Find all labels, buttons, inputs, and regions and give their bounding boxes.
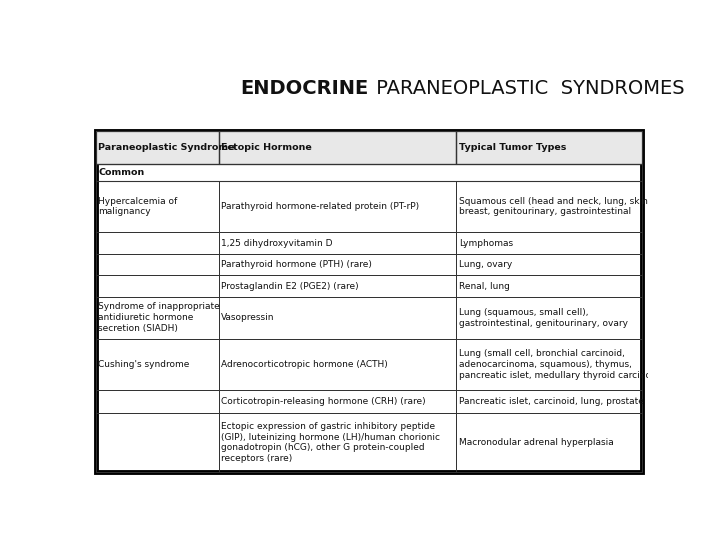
Text: Lung (small cell, bronchial carcinoid,
adenocarcinoma, squamous), thymus,
pancre: Lung (small cell, bronchial carcinoid, a… [459,349,665,380]
Text: Renal, lung: Renal, lung [459,281,510,291]
Bar [96,275,219,297]
Bar [219,413,456,472]
Bar [96,131,642,164]
Bar [456,254,642,275]
Bar [219,254,456,275]
Text: Hypercalcemia of
malignancy: Hypercalcemia of malignancy [99,197,178,217]
Text: Prostaglandin E2 (PGE2) (rare): Prostaglandin E2 (PGE2) (rare) [222,281,359,291]
Bar [219,232,456,254]
Text: PARANEOPLASTIC  SYNDROMES: PARANEOPLASTIC SYNDROMES [370,79,685,98]
Text: Parathyroid hormone-related protein (PT-rP): Parathyroid hormone-related protein (PT-… [222,202,420,211]
Bar [219,181,456,232]
Bar [96,297,219,339]
Text: Pancreatic islet, carcinoid, lung, prostate: Pancreatic islet, carcinoid, lung, prost… [459,397,644,406]
Text: Vasopressin: Vasopressin [222,313,275,322]
Text: Macronodular adrenal hyperplasia: Macronodular adrenal hyperplasia [459,438,614,447]
Bar [96,254,219,275]
Bar [219,297,456,339]
Bar [456,339,642,390]
Text: Squamous cell (head and neck, lung, skin),
breast, genitourinary, gastrointestin: Squamous cell (head and neck, lung, skin… [459,197,654,217]
Bar [96,131,642,472]
Bar [456,413,642,472]
Bar [96,339,219,390]
Bar [96,181,219,232]
Bar [96,413,219,472]
Bar [219,390,456,413]
Bar [219,131,456,164]
Text: ENDOCRINE: ENDOCRINE [240,79,369,98]
Bar [456,297,642,339]
Text: 1,25 dihydroxyvitamin D: 1,25 dihydroxyvitamin D [222,239,333,247]
Text: Ectopic Hormone: Ectopic Hormone [222,143,312,152]
Bar [456,181,642,232]
Bar [219,339,456,390]
Text: Cushing's syndrome: Cushing's syndrome [99,360,190,369]
Bar [96,164,642,181]
Text: Adrenocorticotropic hormone (ACTH): Adrenocorticotropic hormone (ACTH) [222,360,388,369]
Text: Paraneoplastic Syndrome: Paraneoplastic Syndrome [99,143,235,152]
Bar [96,131,219,164]
Bar [456,131,642,164]
Bar [456,275,642,297]
Text: Lung (squamous, small cell),
gastrointestinal, genitourinary, ovary: Lung (squamous, small cell), gastrointes… [459,308,629,328]
Text: Lymphomas: Lymphomas [459,239,513,247]
Text: Common: Common [99,167,145,177]
Bar [96,390,219,413]
Bar [456,232,642,254]
Text: Corticotropin-releasing hormone (CRH) (rare): Corticotropin-releasing hormone (CRH) (r… [222,397,426,406]
Bar [96,232,219,254]
Text: Parathyroid hormone (PTH) (rare): Parathyroid hormone (PTH) (rare) [222,260,372,269]
Text: Lung, ovary: Lung, ovary [459,260,513,269]
Text: Syndrome of inappropriate
antidiuretic hormone
secretion (SIADH): Syndrome of inappropriate antidiuretic h… [99,302,220,333]
Text: Ectopic expression of gastric inhibitory peptide
(GIP), luteinizing hormone (LH): Ectopic expression of gastric inhibitory… [222,422,441,463]
Bar [219,275,456,297]
Bar [456,390,642,413]
Text: Typical Tumor Types: Typical Tumor Types [459,143,567,152]
